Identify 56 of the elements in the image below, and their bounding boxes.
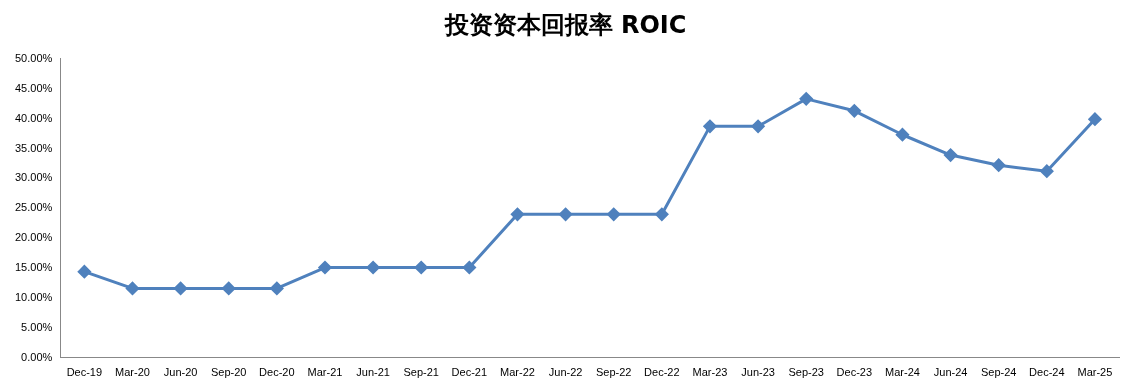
y-tick-label: 30.00% — [15, 171, 53, 184]
point — [366, 261, 380, 274]
point — [607, 207, 621, 221]
point — [1040, 164, 1054, 178]
point — [270, 281, 284, 295]
x-tick-label: Mar-25 — [1077, 366, 1113, 379]
point — [1088, 112, 1102, 126]
x-tick-label: Mar-24 — [885, 366, 920, 379]
y-tick-label: 20.00% — [15, 231, 53, 244]
x-tick-label: Sep-24 — [980, 366, 1017, 379]
point — [944, 148, 958, 162]
x-tick-label: Mar-20 — [115, 366, 150, 379]
point — [847, 104, 861, 118]
y-tick-label: 5.00% — [21, 320, 53, 333]
x-tick-label: Sep-23 — [788, 366, 824, 379]
point — [510, 207, 524, 221]
x-tick-label: Dec-24 — [1029, 366, 1065, 379]
y-tick-label: 0.00% — [21, 350, 53, 363]
x-tick-label: Jun-21 — [356, 366, 390, 379]
x-tick-label: Jun-22 — [548, 366, 583, 379]
y-tick-label: 50.00% — [15, 51, 53, 64]
x-tick-label: Sep-20 — [210, 366, 247, 379]
point — [414, 261, 428, 274]
x-tick-label: Mar-22 — [500, 366, 535, 379]
x-tick-label: Dec-21 — [451, 366, 488, 379]
y-tick-label: 15.00% — [15, 261, 53, 274]
x-tick-label: Dec-22 — [644, 366, 680, 379]
point — [77, 265, 91, 279]
point — [703, 119, 717, 133]
point — [559, 207, 573, 221]
x-tick-label: Sep-21 — [403, 366, 439, 379]
point — [318, 261, 332, 274]
point — [462, 261, 476, 274]
point — [125, 281, 139, 295]
x-tick-label: Mar-23 — [692, 366, 728, 379]
y-tick-label: 35.00% — [15, 141, 53, 154]
point — [799, 92, 813, 106]
x-tick-label: Dec-19 — [66, 366, 103, 379]
x-tick-label: Sep-22 — [595, 366, 632, 379]
y-tick-label: 40.00% — [15, 111, 53, 124]
point — [655, 207, 669, 221]
x-tick-label: Jun-20 — [163, 366, 198, 379]
point — [992, 158, 1006, 172]
x-tick-label: Jun-23 — [741, 366, 775, 379]
x-tick-label: Dec-20 — [259, 366, 295, 379]
y-tick-label: 25.00% — [15, 201, 53, 214]
point — [751, 119, 765, 133]
point — [174, 281, 188, 295]
x-tick-label: Jun-24 — [933, 366, 968, 379]
y-tick-label: 45.00% — [15, 81, 53, 94]
chart-title: 投资资本回报率 ROIC — [443, 10, 687, 39]
x-tick-label: Dec-23 — [836, 366, 873, 379]
point — [895, 128, 909, 142]
point — [222, 281, 236, 295]
x-tick-label: Mar-21 — [307, 366, 343, 379]
y-tick-label: 10.00% — [15, 291, 53, 304]
